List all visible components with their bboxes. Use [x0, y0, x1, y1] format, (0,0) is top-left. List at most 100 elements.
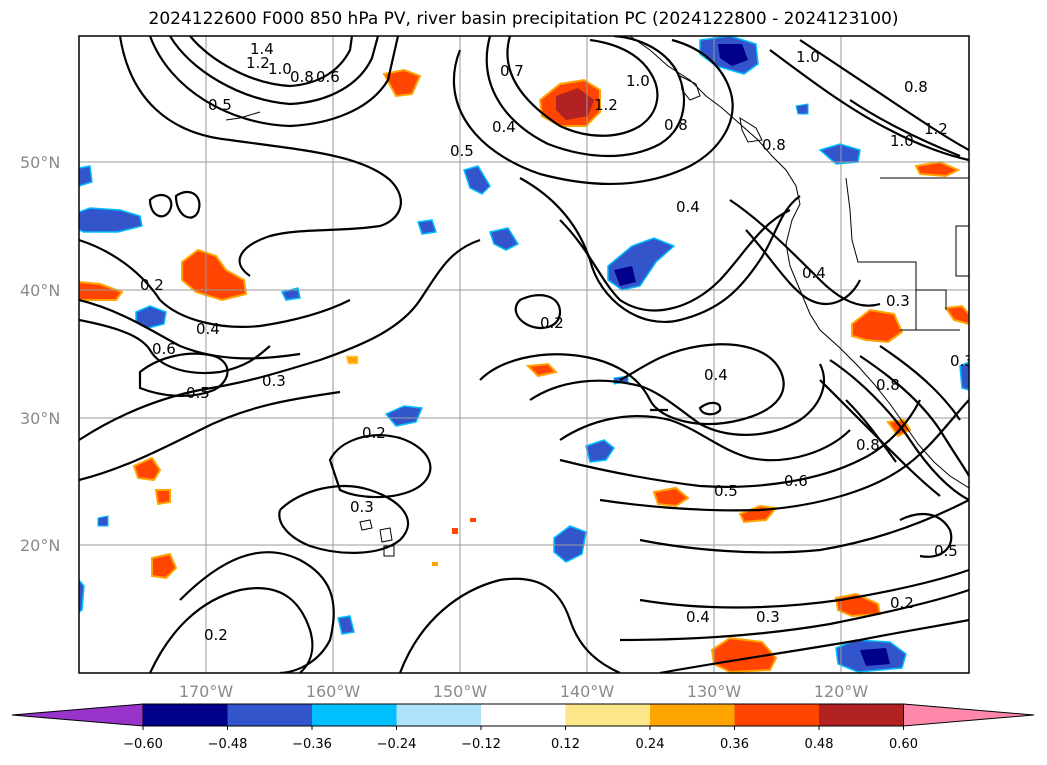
pos-anomaly-blob: [914, 160, 961, 178]
contour-label: 0.8: [290, 68, 314, 86]
contour-label: 0.5: [934, 542, 958, 560]
lon-label: 150°W: [433, 682, 488, 701]
latitude-labels: 50°N 40°N 30°N 20°N: [20, 153, 60, 555]
contour-label: 1.0: [890, 132, 914, 150]
lon-label: 160°W: [306, 682, 361, 701]
pos-anomaly-blob: [851, 308, 904, 344]
contour-label: 0.2: [540, 314, 564, 332]
colorbar-tick-label: −0.36: [292, 737, 332, 752]
pos-anomaly-blob: [181, 248, 248, 302]
neg-anomaly-blob: [795, 103, 809, 115]
pos-anomaly-blob: [154, 489, 171, 506]
contour-label: 0.3: [350, 498, 374, 516]
pos-anomaly-blob: [382, 68, 422, 98]
neg-anomaly-blob: [97, 515, 109, 527]
contour-label: 0.4: [492, 118, 516, 136]
lat-label: 20°N: [20, 536, 60, 555]
pos-anomaly-blob: [432, 562, 438, 566]
colorbar-tick-label: −0.12: [461, 737, 501, 752]
longitude-labels: 170°W 160°W 150°W 140°W 130°W 120°W: [179, 682, 869, 701]
contour-labels: 1.4 1.2 1.0 0.8 0.6 0.5 0.7 0.4 1.0 1.2 …: [140, 40, 974, 644]
contour-label: 0.7: [500, 62, 524, 80]
contour-label: 0.8: [664, 116, 688, 134]
coastlines: [225, 36, 969, 557]
pv-contours: [79, 36, 969, 673]
neg-anomaly-blob: [959, 361, 969, 391]
pos-anomaly-blob: [452, 528, 458, 534]
neg-anomaly-blob: [337, 615, 355, 635]
neg-anomaly-blob: [718, 44, 748, 66]
lat-label: 40°N: [20, 281, 60, 300]
contour-label: 1.4: [250, 40, 274, 58]
contour-label: 0.8: [904, 78, 928, 96]
contour-label: 0.2: [204, 626, 228, 644]
contour-label: 0.5: [450, 142, 474, 160]
contour-label: 0.4: [676, 198, 700, 216]
contour-label: 0.5: [208, 96, 232, 114]
pos-anomaly-blob: [944, 304, 969, 326]
lon-label: 130°W: [687, 682, 742, 701]
precip-shading: [79, 36, 969, 673]
contour-label: 1.2: [594, 96, 618, 114]
neg-anomaly-blob: [553, 525, 587, 563]
pos-anomaly-blob: [652, 486, 690, 508]
pos-anomaly-blob: [132, 456, 162, 482]
contour-label: 0.4: [686, 608, 710, 626]
colorbar-outline: [142, 703, 904, 727]
colorbar-segment: [650, 704, 735, 726]
colorbar-tick-label: −0.60: [123, 737, 163, 752]
graticule: [79, 36, 969, 673]
contour-label: 0.4: [704, 366, 728, 384]
colorbar: −0.60 −0.48 −0.36 −0.24 −0.12 0.12 0.24 0.36 0.4…: [11, 703, 1035, 752]
colorbar-tick-label: 0.60: [889, 737, 918, 752]
colorbar-tick-label: 0.24: [636, 737, 665, 752]
colorbar-segment: [565, 704, 650, 726]
contour-label: 0.6: [784, 472, 808, 490]
contour-label: 1.2: [924, 120, 948, 138]
neg-anomaly-blob: [489, 227, 520, 251]
contour-label: 0.3: [950, 352, 974, 370]
colorbar-tick-label: −0.48: [208, 737, 248, 752]
neg-anomaly-blob: [607, 237, 676, 291]
colorbar-segment: [734, 704, 819, 726]
contour-label: 0.2: [890, 594, 914, 612]
neg-anomaly-blob: [860, 648, 890, 666]
contour-label: 1.0: [268, 60, 292, 78]
contour-label: 0.5: [714, 482, 738, 500]
neg-anomaly-blob: [280, 287, 301, 301]
pos-anomaly-blob: [79, 280, 124, 301]
lon-label: 140°W: [560, 682, 615, 701]
lat-label: 50°N: [20, 153, 60, 172]
contour-label: 0.4: [196, 320, 220, 338]
pos-anomaly-blob: [710, 636, 778, 673]
lon-label: 120°W: [814, 682, 869, 701]
colorbar-segment: [312, 704, 397, 726]
contour-label: 0.8: [856, 436, 880, 454]
contour-label: 0.3: [886, 292, 910, 310]
neg-anomaly-blob: [614, 266, 636, 286]
contour-label: 0.8: [762, 136, 786, 154]
contour-label: 1.2: [246, 54, 270, 72]
contour-label: 0.3: [262, 372, 286, 390]
contour-label: 0.8: [876, 376, 900, 394]
colorbar-tick-label: 0.36: [720, 737, 749, 752]
pos-anomaly-blob: [525, 362, 558, 378]
neg-anomaly-blob: [585, 439, 616, 463]
neg-anomaly-blob: [384, 405, 424, 427]
map-frame: [78, 35, 970, 674]
pos-anomaly-blob: [151, 552, 178, 580]
neg-anomaly-blob: [417, 219, 437, 235]
colorbar-tick-label: −0.24: [377, 737, 417, 752]
colorbar-segment: [143, 704, 228, 726]
neg-anomaly-blob: [79, 207, 143, 233]
contour-label: 0.4: [802, 264, 826, 282]
colorbar-segment: [819, 704, 904, 726]
neg-anomaly-blob: [818, 143, 861, 165]
neg-anomaly-blob: [79, 165, 93, 187]
lat-label: 30°N: [20, 409, 60, 428]
colorbar-segment: [481, 704, 566, 726]
pos-anomaly-blob: [556, 88, 594, 120]
pos-anomaly-blob: [470, 518, 476, 522]
colorbar-tick-label: 0.12: [551, 737, 580, 752]
